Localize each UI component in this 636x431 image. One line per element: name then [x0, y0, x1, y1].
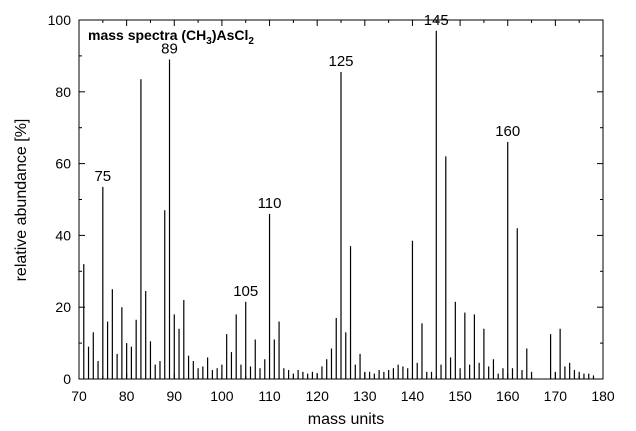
x-tick-label: 180	[591, 388, 615, 404]
peak-label-160: 160	[495, 123, 520, 140]
x-tick-label: 70	[71, 388, 87, 404]
y-tick-label: 0	[63, 371, 71, 387]
y-tick-label: 100	[48, 12, 72, 28]
y-tick-label: 20	[55, 299, 71, 315]
chart-title-prefix: mass spectra (CH	[88, 27, 206, 43]
y-tick-label: 80	[55, 84, 71, 100]
peak-label-105: 105	[233, 283, 258, 300]
x-tick-label: 160	[496, 388, 520, 404]
chart-title-subscript-1: 3	[206, 36, 212, 47]
x-tick-label: 140	[401, 388, 425, 404]
y-tick-label: 40	[55, 227, 71, 243]
peak-label-75: 75	[94, 168, 111, 185]
x-tick-label: 80	[119, 388, 135, 404]
x-tick-label: 100	[210, 388, 234, 404]
chart-title-subscript-2: 2	[248, 36, 254, 47]
y-tick-label: 60	[55, 156, 71, 172]
peak-label-89: 89	[161, 40, 178, 57]
x-axis-title: mass units	[308, 411, 384, 428]
chart-title: mass spectra (CH3)AsCl2	[88, 27, 254, 47]
peak-label-110: 110	[258, 195, 282, 212]
x-tick-label: 120	[306, 388, 330, 404]
spectrum-bars	[83, 30, 595, 379]
x-tick-label: 90	[166, 388, 182, 404]
x-axis-ticks: 70 80 90 100 110 120 130 140 150 160 170 180	[71, 20, 615, 404]
y-axis-ticks: 0 20 40 60 80 100	[48, 12, 603, 387]
x-tick-label: 110	[258, 388, 281, 404]
x-tick-label: 150	[448, 388, 472, 404]
y-axis-title: relative abundance [%]	[13, 119, 30, 282]
x-tick-label: 170	[544, 388, 568, 404]
chart-title-middle: )AsCl	[212, 27, 249, 43]
peak-label-125: 125	[328, 53, 353, 70]
x-tick-label: 130	[353, 388, 377, 404]
